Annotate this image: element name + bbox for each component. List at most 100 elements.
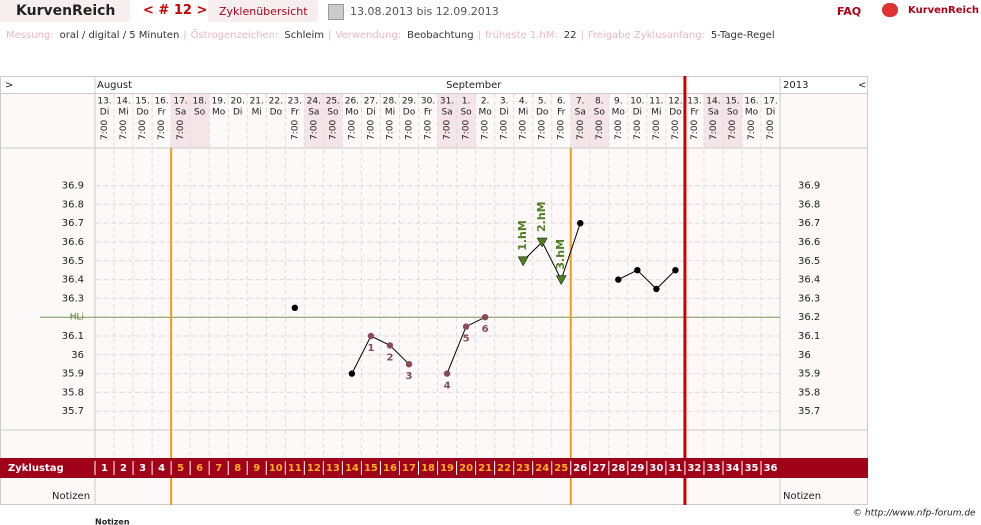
- brand: KurvenReich: [16, 3, 116, 19]
- y-tick-label: 35.8: [62, 387, 84, 398]
- date-label: 21.: [250, 97, 264, 107]
- time-label: 7:00: [424, 120, 434, 140]
- cycle-day: 23: [516, 463, 530, 474]
- date-label: 11.: [649, 97, 663, 107]
- setting-label: früheste 1.hM:: [484, 30, 558, 41]
- cycle-day: 11: [288, 463, 302, 474]
- cycle-day: 25: [554, 463, 568, 474]
- date-label: 15.: [725, 97, 739, 107]
- cycle-day: 5: [177, 463, 184, 474]
- date-label: 24.: [307, 97, 321, 107]
- temp-point: [405, 361, 413, 368]
- cycle-day: 22: [497, 463, 511, 474]
- time-label: 7:00: [595, 120, 605, 140]
- weekday-label: So: [194, 108, 206, 118]
- time-label: 7:00: [100, 120, 110, 140]
- weekday-label: Sa: [708, 108, 719, 118]
- weekday-label: Di: [100, 108, 109, 118]
- time-label: 7:00: [404, 120, 414, 140]
- weekday-label: Sa: [575, 108, 586, 118]
- date-label: 30.: [421, 97, 435, 107]
- notes-label-right: Notizen: [783, 491, 821, 502]
- y-tick-label-right: 36.9: [798, 181, 820, 192]
- time-label: 7:00: [652, 120, 662, 140]
- weekday-label: Mi: [385, 108, 395, 118]
- cycle-nav[interactable]: < # 12 >: [143, 3, 208, 18]
- temp-point: [386, 342, 394, 349]
- cycle-day: 36: [764, 463, 778, 474]
- weekday-label: Di: [633, 108, 642, 118]
- y-tick-label-right: 36.8: [798, 199, 820, 210]
- setting-value: 5-Tage-Regel: [710, 30, 775, 41]
- cycle-day: 15: [364, 463, 378, 474]
- cycle-day: 12: [307, 463, 321, 474]
- weekend-shade: [437, 94, 457, 148]
- y-tick-label: 35.9: [62, 369, 84, 380]
- cycle-day: 10: [269, 463, 283, 474]
- y-tick-label-right: 36.2: [798, 312, 820, 323]
- time-label: 7:00: [709, 120, 719, 140]
- footer-notes: Notizen: [95, 518, 130, 525]
- top-bar: KurvenReich < # 12 > Zyklenübersicht 13.…: [0, 0, 981, 26]
- date-label: 13.: [687, 97, 701, 107]
- time-label: 7:00: [309, 120, 319, 140]
- cycle-day: 3: [139, 463, 146, 474]
- date-label: 12.: [668, 97, 682, 107]
- y-tick-label: 36.8: [62, 199, 84, 210]
- weekend-shade: [570, 94, 590, 148]
- time-label: 7:00: [347, 120, 357, 140]
- weekday-label: Fr: [424, 108, 433, 118]
- date-label: 14.: [706, 97, 720, 107]
- weekday-label: Di: [233, 108, 242, 118]
- date-label: 31.: [440, 97, 454, 107]
- weekday-label: Fr: [157, 108, 166, 118]
- weekday-label: Fr: [690, 108, 699, 118]
- faq-link[interactable]: FAQ: [837, 5, 862, 18]
- time-label: 7:00: [481, 120, 491, 140]
- date-label: 3.: [500, 97, 509, 107]
- date-label: 10.: [630, 97, 644, 107]
- time-label: 7:00: [290, 120, 300, 140]
- separator: |: [328, 30, 332, 41]
- date-label: 27.: [364, 97, 378, 107]
- time-label: 7:00: [328, 120, 338, 140]
- y-tick-label-right: 35.8: [798, 387, 820, 398]
- y-tick-label-right: 36.6: [798, 237, 820, 248]
- cycle-day: 35: [745, 463, 759, 474]
- date-label: 9.: [614, 97, 623, 107]
- cycle-day: 31: [668, 463, 682, 474]
- time-label: 7:00: [500, 120, 510, 140]
- print-icon[interactable]: [328, 4, 344, 20]
- overview-tab[interactable]: Zyklenübersicht: [219, 5, 308, 18]
- temp-point: [615, 276, 622, 283]
- hli-label: HLi: [70, 313, 84, 323]
- temp-point: [634, 267, 641, 274]
- logo[interactable]: KurvenReich: [908, 5, 980, 16]
- weekday-label: Do: [669, 108, 682, 118]
- y-tick-label-right: 35.7: [798, 406, 820, 417]
- separator: |: [580, 30, 584, 41]
- y-tick-label-right: 36: [798, 350, 811, 361]
- weekday-label: Mo: [478, 108, 492, 118]
- time-label: 7:00: [557, 120, 567, 140]
- time-label: 7:00: [747, 120, 757, 140]
- date-label: 7.: [576, 97, 585, 107]
- weekday-label: Di: [366, 108, 375, 118]
- cycle-day: 29: [630, 463, 644, 474]
- date-label: 19.: [212, 97, 226, 107]
- weekend-shade: [171, 94, 191, 148]
- date-label: 4.: [519, 97, 528, 107]
- weekday-label: Mi: [252, 108, 262, 118]
- weekday-label: Sa: [175, 108, 186, 118]
- month-row: [0, 76, 868, 94]
- hm-label: 1.hM: [516, 220, 529, 251]
- date-label: 29.: [402, 97, 416, 107]
- weekday-label: Fr: [557, 108, 566, 118]
- cycle-day-label: Zyklustag: [8, 463, 64, 474]
- weekday-label: So: [327, 108, 339, 118]
- date-label: 22.: [269, 97, 283, 107]
- temp-point: [481, 314, 489, 321]
- time-label: 7:00: [462, 120, 472, 140]
